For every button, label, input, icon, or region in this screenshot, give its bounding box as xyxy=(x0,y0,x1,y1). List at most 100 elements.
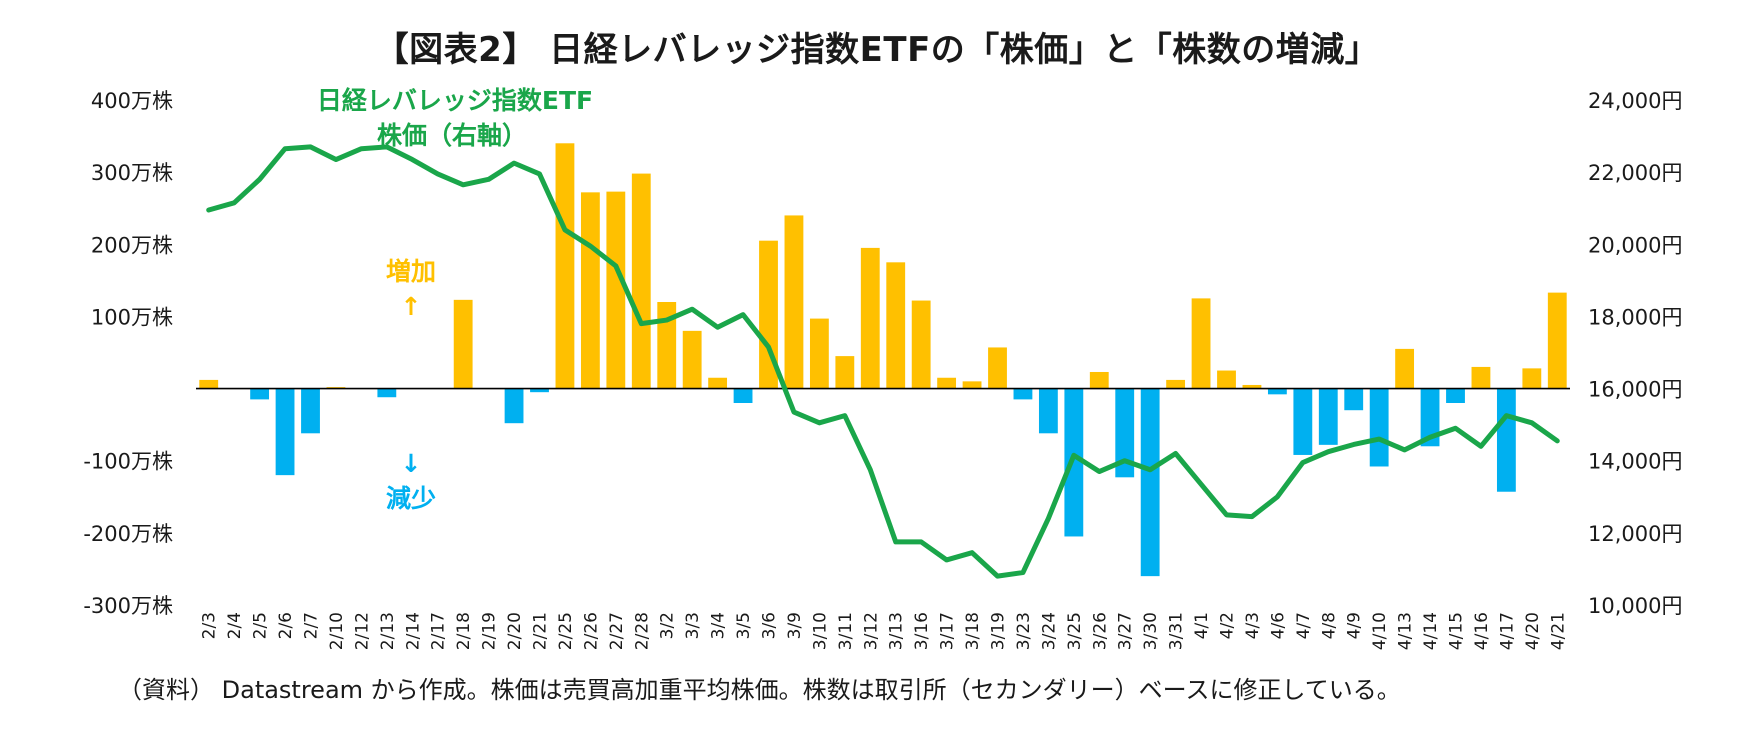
left-tick-label: -300万株 xyxy=(83,594,173,618)
x-tick-label: 3/18 xyxy=(963,612,983,650)
x-tick-label: 3/13 xyxy=(887,612,907,650)
x-tick-label: 3/23 xyxy=(1014,612,1034,650)
bar-increase xyxy=(1522,368,1542,389)
bar-increase xyxy=(1395,348,1415,389)
right-tick-label: 14,000円 xyxy=(1588,450,1682,474)
left-tick-label: -100万株 xyxy=(83,450,173,474)
increase-label: 増加 xyxy=(386,257,436,286)
bar-increase xyxy=(784,215,804,389)
x-tick-label: 2/7 xyxy=(302,612,322,639)
bar-decrease xyxy=(275,388,295,476)
bar-increase xyxy=(809,318,829,389)
x-tick-label: 2/6 xyxy=(276,612,296,639)
left-tick-label: 100万株 xyxy=(91,305,173,329)
x-tick-label: 3/19 xyxy=(989,612,1009,650)
x-tick-label: 4/1 xyxy=(1192,612,1212,639)
price-line xyxy=(206,144,1560,579)
x-tick-label: 3/11 xyxy=(836,612,856,650)
x-tick-label: 4/15 xyxy=(1447,612,1467,650)
right-tick-label: 10,000円 xyxy=(1588,594,1682,618)
bar-increase xyxy=(555,143,575,389)
bar-increase xyxy=(962,381,982,389)
x-tick-label: 3/2 xyxy=(658,612,678,639)
bar-increase xyxy=(860,247,880,389)
x-tick-label: 4/6 xyxy=(1268,612,1288,639)
increase-arrow-icon: ↑ xyxy=(401,292,422,321)
bar-increase xyxy=(937,377,957,389)
bar-increase xyxy=(1242,384,1262,389)
decrease-arrow-icon: ↓ xyxy=(401,449,422,478)
x-tick-label: 4/3 xyxy=(1243,612,1263,639)
bar-increase xyxy=(1191,298,1211,389)
x-tick-label: 4/14 xyxy=(1421,612,1441,650)
bar-increase xyxy=(1471,366,1491,389)
x-tick-label: 4/10 xyxy=(1370,612,1390,650)
bar-increase xyxy=(631,173,651,389)
bar-increase xyxy=(580,192,600,389)
x-axis-labels: 2/3 2/4 2/5 2/6 2/7 2/10 2/12 2/13 2/14 2/17 2/18 2… xyxy=(200,612,1569,650)
bar-decrease xyxy=(1267,388,1287,395)
x-tick-label: 2/5 xyxy=(251,612,271,639)
x-tick-label: 4/17 xyxy=(1497,612,1517,650)
x-tick-label: 2/4 xyxy=(225,612,245,639)
bar-decrease xyxy=(1140,388,1160,577)
source-note: （資料） Datastream から作成。株価は売買高加重平均株価。株数は取引所… xyxy=(118,676,1401,704)
bar-increase xyxy=(988,347,1007,389)
x-tick-label: 2/12 xyxy=(352,612,372,650)
x-tick-label: 4/20 xyxy=(1523,612,1543,650)
right-axis-ticks: 24,000円 22,000円 20,000円 18,000円 16,000円 14,00… xyxy=(1588,89,1682,618)
x-tick-label: 4/13 xyxy=(1396,612,1416,650)
bar-increase xyxy=(835,356,855,389)
x-tick-label: 4/9 xyxy=(1345,612,1365,639)
bar-decrease xyxy=(1064,388,1084,537)
bar-increase xyxy=(199,379,219,389)
x-tick-label: 3/25 xyxy=(1065,612,1085,650)
x-tick-label: 3/12 xyxy=(861,612,881,650)
x-tick-label: 4/7 xyxy=(1294,612,1314,639)
bar-increase xyxy=(1217,370,1236,389)
x-tick-label: 2/19 xyxy=(480,612,500,650)
right-tick-label: 20,000円 xyxy=(1588,233,1682,257)
bar-increase xyxy=(682,330,702,389)
x-tick-label: 2/26 xyxy=(581,612,601,650)
x-tick-label: 2/27 xyxy=(607,612,627,650)
x-tick-label: 2/10 xyxy=(327,612,347,650)
bar-decrease xyxy=(1420,388,1440,447)
left-tick-label: 300万株 xyxy=(91,161,173,185)
x-tick-label: 2/28 xyxy=(632,612,652,650)
x-tick-label: 4/8 xyxy=(1319,612,1339,639)
line-label-2: 株価（右軸） xyxy=(377,121,527,150)
bar-increase xyxy=(1547,292,1567,389)
x-tick-label: 4/16 xyxy=(1472,612,1492,650)
bar-decrease xyxy=(301,388,320,434)
x-tick-label: 3/27 xyxy=(1116,612,1136,650)
x-tick-label: 2/13 xyxy=(378,612,398,650)
bar-decrease xyxy=(1293,388,1313,455)
x-tick-label: 3/16 xyxy=(912,612,932,650)
x-tick-label: 2/18 xyxy=(454,612,474,650)
right-tick-label: 18,000円 xyxy=(1588,305,1682,329)
bar-decrease xyxy=(1013,388,1033,400)
left-tick-label: 400万株 xyxy=(91,89,173,113)
right-tick-label: 24,000円 xyxy=(1588,89,1682,113)
left-tick-label: 200万株 xyxy=(91,233,173,257)
right-tick-label: 12,000円 xyxy=(1588,522,1682,546)
bar-increase xyxy=(759,240,778,389)
x-tick-label: 3/24 xyxy=(1039,612,1059,650)
bar-increase xyxy=(606,191,626,389)
bar-decrease xyxy=(1369,388,1389,467)
left-tick-label: -200万株 xyxy=(83,522,173,546)
bar-increase xyxy=(911,300,931,389)
x-tick-label: 4/21 xyxy=(1548,612,1568,650)
bar-increase xyxy=(1089,371,1109,389)
bar-decrease xyxy=(504,388,524,424)
x-tick-label: 2/3 xyxy=(200,612,220,639)
decrease-label: 減少 xyxy=(386,484,436,513)
x-tick-label: 3/17 xyxy=(938,612,958,650)
x-tick-label: 2/25 xyxy=(556,612,576,650)
bar-increase xyxy=(1166,379,1186,389)
bar-increase xyxy=(708,377,728,389)
x-tick-label: 3/9 xyxy=(785,612,805,639)
x-tick-label: 2/20 xyxy=(505,612,525,650)
